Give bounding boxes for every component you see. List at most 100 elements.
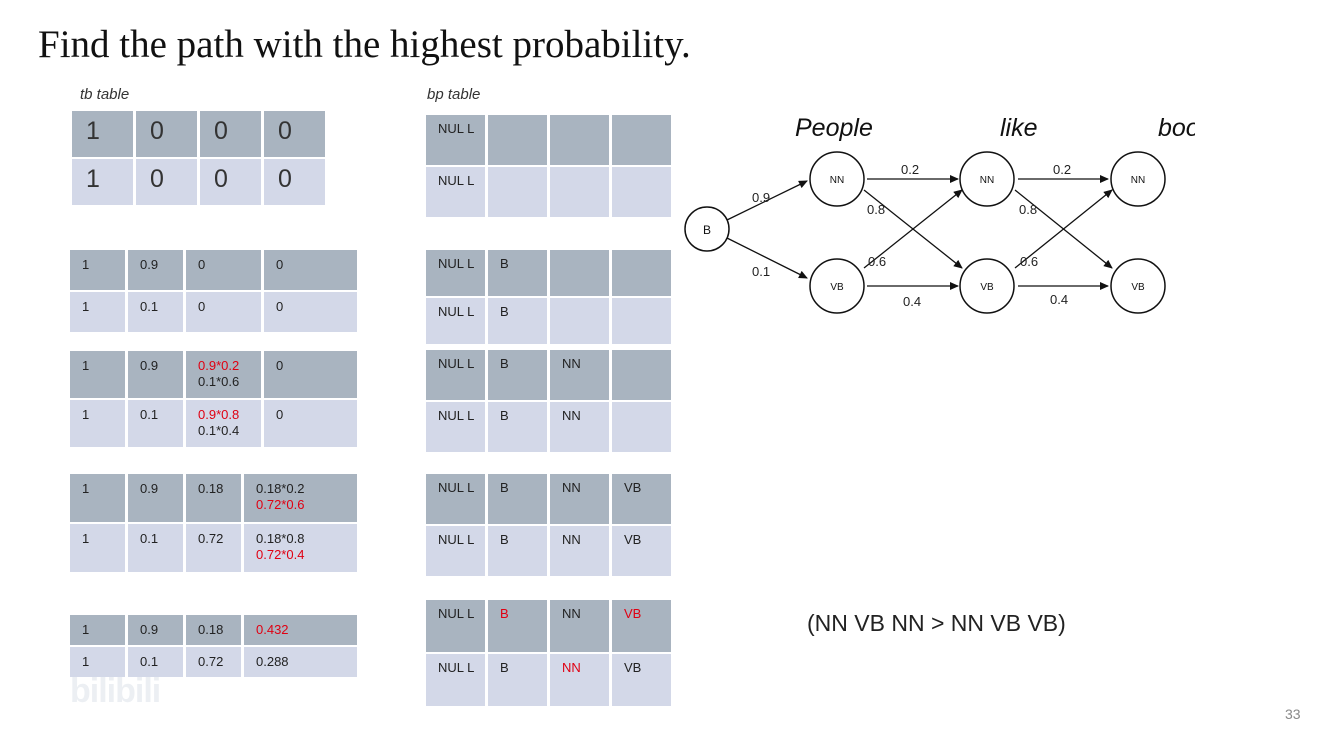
table-cell: 0.18 bbox=[186, 474, 241, 522]
page-number: 33 bbox=[1285, 706, 1301, 722]
table-cell: 1 bbox=[72, 111, 133, 157]
table-cell: NUL L bbox=[426, 167, 485, 217]
table-cell bbox=[550, 115, 609, 165]
edge-label-nn1-nn2: 0.2 bbox=[901, 162, 919, 177]
table-cell: 1 bbox=[70, 524, 125, 572]
table-cell: NN bbox=[550, 600, 609, 652]
table-cell: B bbox=[488, 250, 547, 296]
node-vb-1 bbox=[809, 258, 865, 314]
edge-label-vb1-nn2: 0.6 bbox=[868, 254, 886, 269]
table-cell: B bbox=[488, 526, 547, 576]
cell-line: 0.1*0.6 bbox=[198, 374, 240, 389]
table-row: NUL L B NN bbox=[426, 402, 671, 452]
table-row: 1 0.1 0 0 bbox=[70, 292, 357, 332]
table-cell: 0 bbox=[136, 111, 197, 157]
edge-label-b-vb: 0.1 bbox=[752, 264, 770, 279]
table-cell: B bbox=[488, 600, 547, 652]
edge-b-nn bbox=[726, 180, 808, 221]
table-cell: 0.288 bbox=[244, 647, 357, 677]
table-cell: NN bbox=[550, 654, 609, 706]
node-vb-3-label: VB bbox=[1131, 282, 1145, 293]
table-cell: NUL L bbox=[426, 350, 485, 400]
tb-table-step3: 1 0.9 0.18 0.18*0.2 0.72*0.6 1 0.1 0.72 0.18*0.8… bbox=[67, 472, 360, 574]
bp-table-step4: NUL L B NN VB NUL L B NN VB bbox=[423, 598, 674, 708]
table-cell: 0 bbox=[200, 111, 261, 157]
table-cell: 0.9 bbox=[128, 250, 183, 290]
table-cell: B bbox=[488, 298, 547, 344]
table-cell: 0.9*0.2 0.1*0.6 bbox=[186, 351, 261, 398]
table-cell bbox=[612, 402, 671, 452]
table-cell bbox=[612, 298, 671, 344]
table-cell: 0 bbox=[186, 292, 261, 332]
table-cell bbox=[612, 167, 671, 217]
table-cell: NN bbox=[550, 350, 609, 400]
cell-line: 0.1*0.4 bbox=[198, 423, 240, 438]
table-cell: 0.1 bbox=[128, 292, 183, 332]
word-books: books bbox=[1158, 114, 1195, 142]
tb-table-step2: 1 0.9 0.9*0.2 0.1*0.6 0 1 0.1 0.9*0.8 0.1*0.4 0 bbox=[67, 349, 360, 449]
table-cell: 0.18*0.2 0.72*0.6 bbox=[244, 474, 357, 522]
table-cell: 0 bbox=[186, 250, 261, 290]
cell-line: 0.18*0.2 bbox=[256, 481, 305, 496]
table-row: NUL L bbox=[426, 115, 671, 165]
table-cell: NUL L bbox=[426, 526, 485, 576]
node-start bbox=[684, 206, 730, 252]
cell-line: NN bbox=[562, 660, 581, 675]
node-vb-2 bbox=[959, 258, 1015, 314]
table-cell: 0.1 bbox=[128, 400, 183, 447]
table-row: NUL L bbox=[426, 167, 671, 217]
table-cell: 0.9 bbox=[128, 474, 183, 522]
table-cell: VB bbox=[612, 474, 671, 524]
table-row: 1 0.9 0.18 0.432 bbox=[70, 615, 357, 645]
bp-table-step3: NUL L B NN VB NUL L B NN VB bbox=[423, 472, 674, 578]
table-cell bbox=[612, 250, 671, 296]
table-cell bbox=[550, 298, 609, 344]
table-cell: NN bbox=[550, 402, 609, 452]
table-cell: 1 bbox=[70, 250, 125, 290]
table-cell: 0 bbox=[200, 159, 261, 205]
node-vb-2-label: VB bbox=[980, 282, 994, 293]
table-row: NUL L B NN VB bbox=[426, 654, 671, 706]
edge-label-nn1-vb2: 0.8 bbox=[867, 202, 885, 217]
bp-table-step2: NUL L B NN NUL L B NN bbox=[423, 348, 674, 454]
edge-label-nn2-nn3: 0.2 bbox=[1053, 162, 1071, 177]
table-cell: 1 bbox=[72, 159, 133, 205]
table-row: 1 0.1 0.72 0.18*0.8 0.72*0.4 bbox=[70, 524, 357, 572]
bilibili-watermark: bilibili bbox=[70, 672, 161, 710]
table-cell: 1 bbox=[70, 351, 125, 398]
edge-label-vb2-vb3: 0.4 bbox=[1050, 292, 1068, 307]
table-cell: 0 bbox=[264, 159, 325, 205]
table-cell: 1 bbox=[70, 474, 125, 522]
table-cell: 0 bbox=[136, 159, 197, 205]
table-cell: NUL L bbox=[426, 474, 485, 524]
table-cell: VB bbox=[612, 526, 671, 576]
node-vb-3 bbox=[1110, 258, 1166, 314]
table-row: 1 0.9 0.18 0.18*0.2 0.72*0.6 bbox=[70, 474, 357, 522]
node-start-label: B bbox=[703, 223, 711, 237]
table-cell: VB bbox=[612, 654, 671, 706]
node-nn-2-label: NN bbox=[980, 175, 994, 186]
table-cell: 1 bbox=[70, 647, 125, 677]
table-cell: NN bbox=[550, 526, 609, 576]
cell-line: 0.72*0.6 bbox=[256, 497, 305, 512]
table-row: 1 0.9 0.9*0.2 0.1*0.6 0 bbox=[70, 351, 357, 398]
table-cell: NUL L bbox=[426, 402, 485, 452]
table-cell: B bbox=[488, 402, 547, 452]
table-cell: 0.9 bbox=[128, 351, 183, 398]
word-people: People bbox=[795, 114, 873, 142]
table-cell bbox=[488, 115, 547, 165]
table-cell: 0 bbox=[264, 111, 325, 157]
table-row: NUL L B NN bbox=[426, 350, 671, 400]
node-nn-1-label: NN bbox=[830, 175, 844, 186]
cell-line: 0.9*0.8 bbox=[198, 407, 240, 422]
tb-table-step4: 1 0.9 0.18 0.432 1 0.1 0.72 0.288 bbox=[67, 613, 360, 679]
table-row: 1 0.9 0 0 bbox=[70, 250, 357, 290]
edge-vb1-nn2 bbox=[863, 189, 963, 269]
table-cell bbox=[488, 167, 547, 217]
edge-vb2-nn3 bbox=[1014, 189, 1113, 269]
cell-line: B bbox=[500, 606, 509, 621]
